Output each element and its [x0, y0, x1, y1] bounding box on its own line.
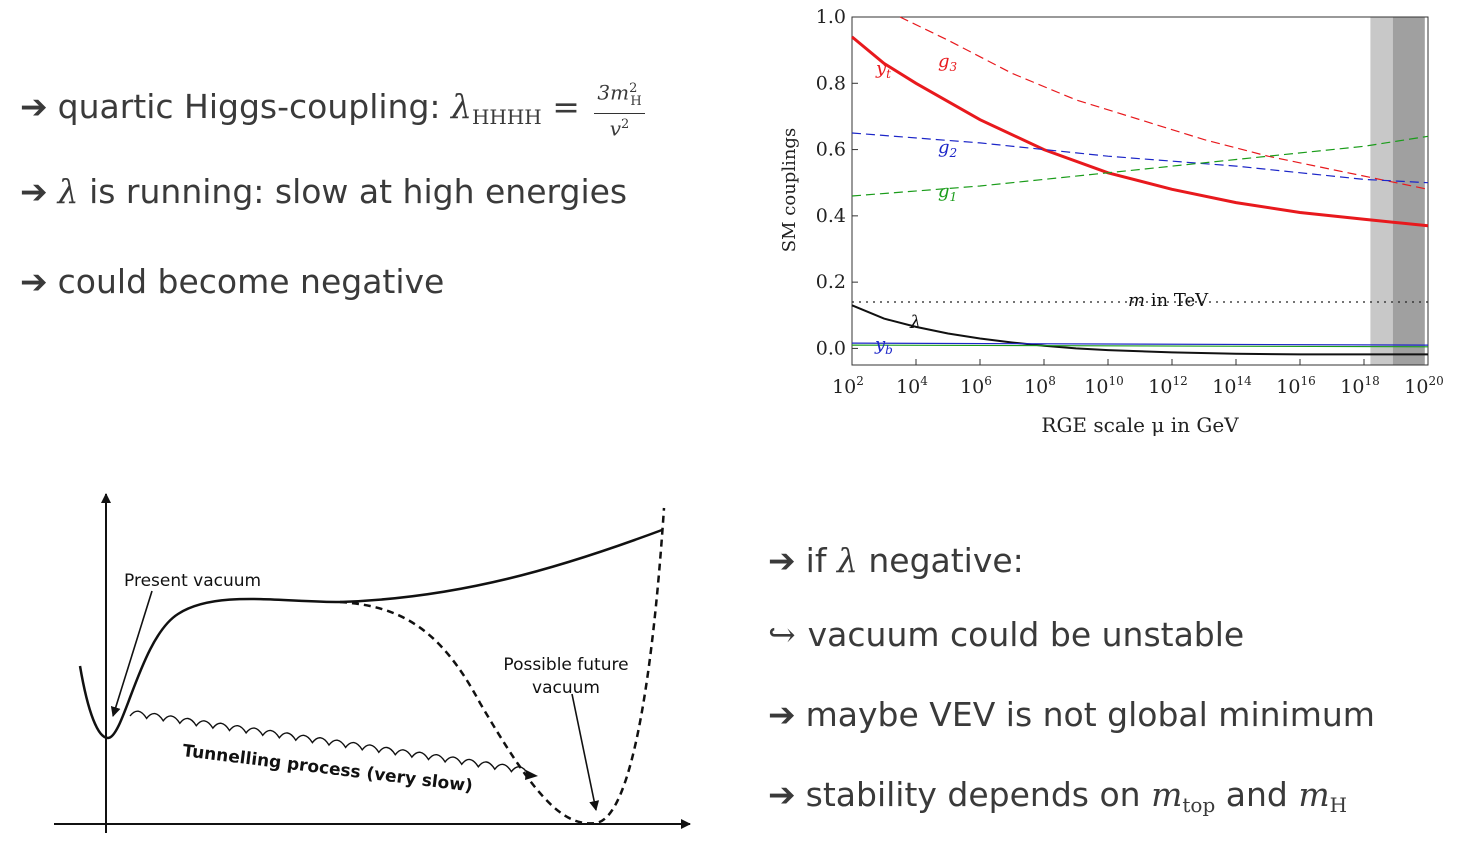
arrow-icon: ➔ — [20, 262, 48, 301]
label-g3: g3 — [938, 51, 958, 74]
bullet-text-post: negative: — [857, 541, 1024, 580]
shaded-band-1 — [1392, 17, 1425, 365]
label-lambda: λ — [909, 312, 921, 333]
label-yt: yt — [875, 58, 891, 81]
bullet-could-become-negative: ➔ could become negative — [20, 262, 444, 302]
present-potential-curve — [78, 528, 663, 740]
x-axis-label: RGE scale μ in GeV — [1041, 413, 1239, 437]
bullet-quartic-coupling: ➔ quartic Higgs-coupling: λHHHH = 3m2H v2 — [20, 78, 645, 139]
x-tick-label: 1020 — [1404, 374, 1443, 398]
math-m-h: m — [1298, 775, 1330, 814]
tunnelling-arrowhead — [525, 770, 538, 780]
x-tick-label: 1012 — [1148, 374, 1187, 398]
bullet-stability-depends: ➔ stability depends on mtop and mH — [768, 775, 1347, 825]
series-line — [899, 16, 1429, 190]
future-vacuum-pointer — [571, 693, 600, 811]
math-fraction: 3m2H v2 — [594, 78, 645, 141]
future-vacuum-label-1: Possible future — [503, 655, 628, 675]
bullet-text: is running: slow at high energies — [78, 172, 628, 211]
math-sub: HHHH — [471, 105, 542, 130]
label-g1: g1 — [938, 181, 957, 204]
math-eq: = — [541, 87, 591, 127]
tunnelling-wave — [129, 710, 529, 775]
bullet-vev-not-global: ➔ maybe VEV is not global minimum — [768, 695, 1375, 735]
bullet-and: and — [1215, 775, 1299, 814]
y-tick-label: 0.0 — [816, 337, 846, 359]
x-tick-label: 1014 — [1212, 374, 1252, 398]
series-line — [851, 135, 1429, 197]
chart-ticks: 102 104 106 108 1010 1012 1014 1016 1018 1020 0.0 0… — [816, 6, 1444, 398]
series-line — [851, 304, 1428, 356]
arrow-icon: ➔ — [20, 172, 48, 211]
bullet-text: maybe VEV is not global minimum — [805, 695, 1375, 734]
x-tick-label: 1016 — [1276, 374, 1315, 398]
chart-frame — [851, 16, 1429, 366]
series-line — [851, 344, 1429, 348]
arrow-icon: ➔ — [768, 695, 796, 734]
label-m-tev: m in TeV — [1128, 290, 1209, 311]
frac-den-sup: 2 — [621, 116, 630, 132]
shaded-band-0 — [1370, 17, 1393, 365]
math-lambda: λ — [451, 87, 472, 127]
arrow-icon: ➔ — [768, 541, 796, 580]
y-tick-label: 0.4 — [816, 205, 846, 227]
bullet-text: stability depends on — [805, 775, 1152, 814]
sm-couplings-chart: 102 104 106 108 1010 1012 1014 1016 1018 1020 0.0 0… — [779, 6, 1444, 437]
y-tick-label: 0.2 — [816, 271, 846, 293]
tunnelling-label: Tunnelling process (very slow) — [181, 741, 473, 796]
y-axis-label: SM couplings — [779, 128, 800, 252]
present-vacuum-pointer — [110, 590, 153, 717]
label-yb: yb — [874, 334, 893, 357]
arrow-icon: ➔ — [20, 87, 48, 127]
future-vacuum-label-2: vacuum — [532, 678, 600, 698]
x-tick-label: 102 — [832, 374, 864, 398]
x-tick-label: 1010 — [1084, 374, 1123, 398]
y-tick-label: 0.8 — [816, 72, 846, 94]
math-lambda: λ — [836, 541, 858, 580]
math-m-top: m — [1151, 775, 1183, 814]
frac-num-sup: 2 — [629, 81, 638, 96]
x-tick-label: 108 — [1024, 374, 1056, 398]
chart-series — [851, 16, 1429, 356]
present-vacuum-label: Present vacuum — [124, 571, 261, 591]
arrow-icon: ➔ — [768, 775, 796, 814]
frac-num: 3m — [597, 80, 630, 105]
frac-num-sub: H — [630, 93, 642, 109]
bullet-lambda-running: ➔ λ is running: slow at high energies — [20, 172, 627, 212]
vacuum-potential-diagram: Present vacuum Possible future vacuum Tu… — [54, 493, 691, 833]
bullet-text-pre: if — [805, 541, 837, 580]
bullet-text: vacuum could be unstable — [807, 615, 1245, 654]
series-line — [851, 132, 1429, 184]
bullet-text: quartic Higgs-coupling: — [57, 87, 452, 127]
math-sub-top: top — [1182, 793, 1216, 817]
x-tick-label: 1018 — [1340, 374, 1379, 398]
frac-den: v — [609, 116, 622, 141]
x-tick-label: 104 — [896, 374, 928, 398]
chart-bands — [1370, 17, 1425, 365]
x-tick-label: 106 — [960, 374, 992, 398]
bullet-if-lambda-negative: ➔ if λ negative: — [768, 541, 1024, 581]
math-lambda: λ — [57, 172, 79, 211]
series-line — [851, 342, 1429, 346]
future-potential-curve — [339, 507, 666, 825]
y-tick-label: 1.0 — [816, 6, 846, 28]
bullet-vacuum-unstable: ↪ vacuum could be unstable — [768, 615, 1244, 655]
hook-arrow-icon: ↪ — [768, 615, 796, 654]
y-tick-label: 0.6 — [816, 139, 846, 161]
math-sub-h: H — [1329, 793, 1348, 817]
bullet-text: could become negative — [57, 262, 445, 301]
